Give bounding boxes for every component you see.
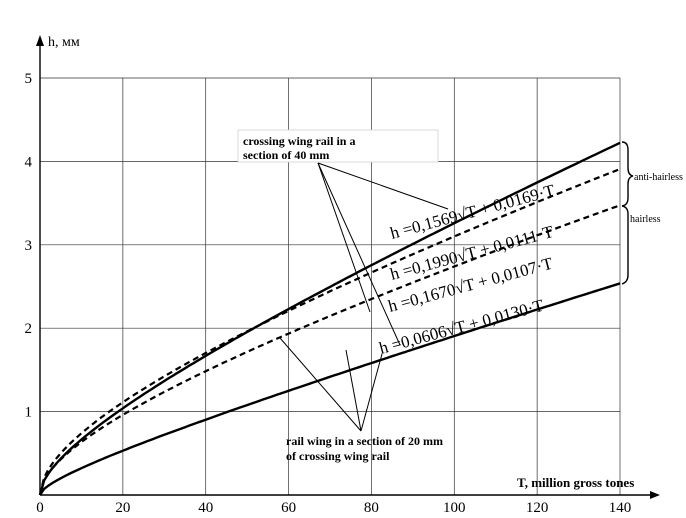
x-axis-label: T, million gross tones — [517, 475, 634, 490]
axes — [36, 35, 660, 499]
bracket-hairless — [621, 205, 629, 285]
y-tick-label: 1 — [25, 405, 33, 421]
x-tick-label: 100 — [443, 500, 466, 516]
y-tick-label: 3 — [25, 238, 33, 254]
bracket-label-hairless: hairless — [630, 214, 661, 225]
x-tick-label: 140 — [609, 500, 632, 516]
y-tick-label: 2 — [25, 321, 33, 337]
leader-line — [360, 353, 383, 432]
brackets: anti-hairless hairless — [621, 141, 683, 285]
annotation-bottom: rail wing in a section of 20 mm of cross… — [279, 337, 443, 463]
leader-line — [345, 349, 362, 432]
series-line-2 — [38, 167, 621, 496]
x-tick-label: 120 — [526, 500, 549, 516]
series — [38, 141, 621, 496]
x-tick-label: 80 — [364, 500, 379, 516]
annotation-bottom-line-2: of crossing wing rail — [286, 449, 390, 463]
bracket-label-anti-hairless: anti-hairless — [634, 172, 683, 183]
equation-labels: h =0,1569√T + 0,0169·T h =0,1990√T + 0,0… — [377, 181, 557, 358]
annotation-top: crossing wing rail in a section of 40 mm — [237, 129, 449, 346]
y-tick-label: 4 — [25, 154, 33, 170]
tick-labels: 0 20 40 60 80 100 120 140 1 2 3 4 5 — [25, 71, 632, 516]
leader-line — [317, 162, 401, 346]
leader-line — [317, 162, 371, 313]
leader-line — [317, 162, 449, 210]
annotation-top-line-2: section of 40 mm — [243, 148, 329, 162]
leader-line — [279, 337, 362, 432]
annotation-bottom-line-1: rail wing in a section of 20 mm — [286, 434, 443, 448]
x-tick-label: 20 — [115, 500, 130, 516]
annotation-top-box — [237, 129, 439, 163]
series-line-3 — [38, 204, 621, 496]
grid — [40, 77, 621, 495]
x-tick-label: 0 — [36, 500, 44, 516]
series-line-1 — [38, 141, 621, 496]
series-line-4 — [39, 282, 621, 496]
x-tick-label: 40 — [198, 500, 213, 516]
y-axis-arrow — [36, 35, 44, 46]
bracket-anti-hairless — [621, 141, 634, 207]
y-tick-label: 5 — [25, 71, 33, 87]
x-axis-arrow — [650, 491, 660, 499]
x-tick-label: 60 — [281, 500, 296, 516]
annotation-top-line-1: crossing wing rail in a — [243, 134, 355, 148]
y-axis-label: h, мм — [48, 35, 80, 50]
